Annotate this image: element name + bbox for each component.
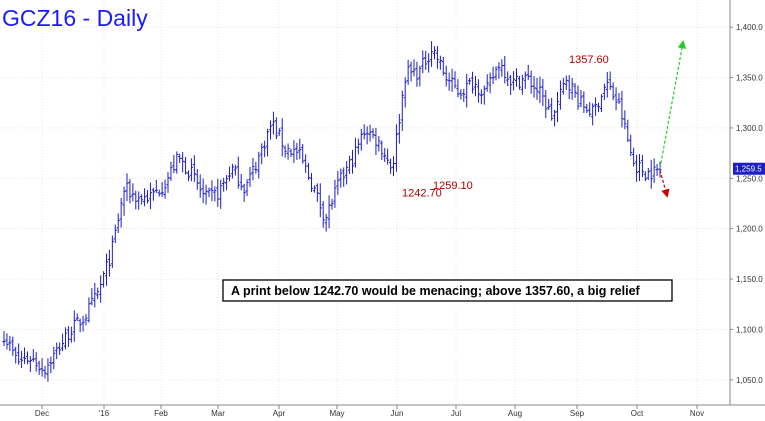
- x-tick-label: Jun: [391, 409, 404, 418]
- note-text: A print below 1242.70 would be menacing;…: [231, 284, 641, 298]
- x-tick-label: Oct: [631, 409, 644, 418]
- x-tick-label: Apr: [273, 409, 286, 418]
- x-axis-ticks: Dec '16 Feb Mar Apr May Jun Jul Aug Sep Oct Nov: [35, 405, 704, 418]
- last-price-label: 1,259.5: [735, 165, 762, 174]
- x-tick-label: May: [329, 409, 344, 418]
- x-tick-label: Nov: [690, 409, 704, 418]
- y-tick-label: 1,050.0: [736, 376, 763, 385]
- y-axis-ticks: 1,050.0 1,100.0 1,150.0 1,200.0 1,250.0 1,300…: [730, 23, 763, 385]
- x-tick-label: Mar: [211, 409, 225, 418]
- projection-up: [659, 39, 687, 169]
- last-price-tag: 1,259.5: [733, 162, 765, 175]
- x-tick-label: Sep: [570, 409, 585, 418]
- y-tick-label: 1,250.0: [736, 174, 763, 183]
- last-price-box: [733, 162, 765, 175]
- note-box-frame: [222, 279, 673, 302]
- y-tick-label: 1,200.0: [736, 225, 763, 234]
- y-tick-label: 1,100.0: [736, 325, 763, 334]
- y-tick-label: 1,300.0: [736, 124, 763, 133]
- y-tick-label: 1,350.0: [736, 74, 763, 83]
- y-tick-label: 1,400.0: [736, 23, 763, 32]
- price-annotation: 1259.10: [433, 180, 473, 192]
- x-tick-label: Feb: [154, 409, 168, 418]
- price-annotation: 1242.70: [402, 188, 442, 200]
- price-bars: [2, 41, 662, 382]
- price-annotation: 1357.60: [569, 54, 609, 66]
- projection-down: [659, 170, 670, 198]
- x-tick-label: '16: [99, 409, 110, 418]
- projection-arrows: [659, 39, 687, 198]
- note-box: A print below 1242.70 would be menacing;…: [222, 279, 673, 302]
- y-tick-label: 1,150.0: [736, 275, 763, 284]
- x-tick-label: Aug: [508, 409, 522, 418]
- chart-title: GCZ16 - Daily: [2, 5, 148, 31]
- x-tick-label: Jul: [451, 409, 461, 418]
- x-tick-label: Dec: [35, 409, 49, 418]
